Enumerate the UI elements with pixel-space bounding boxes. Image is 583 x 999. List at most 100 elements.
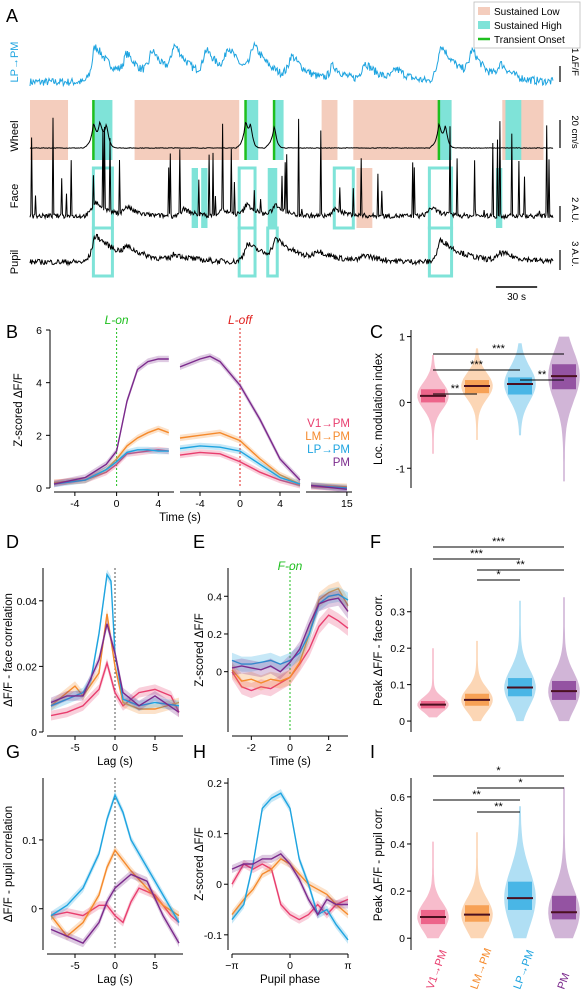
legend-series-0: V1→PM bbox=[307, 418, 350, 430]
x-axis-label: Lag (s) bbox=[97, 756, 133, 768]
series-band-on-2 bbox=[54, 446, 169, 488]
x-tick-label: 0 bbox=[287, 960, 293, 972]
wheel-epoch-low-2 bbox=[321, 100, 338, 160]
panel-h-chart: -0.1 0 0.1 0.2 −π 0 π Pupil phase Z-scored ΔF/F bbox=[194, 778, 352, 986]
panel-g-chart: 0 0.1 -5 0 5 Lag (s) ΔF/F - pupil correlation bbox=[3, 778, 183, 986]
x-tick-label: -4 bbox=[70, 498, 79, 510]
y-axis-label: Z-scored ΔF/F bbox=[194, 613, 206, 687]
y-tick-label: 0 bbox=[216, 879, 222, 891]
legend-label-transient-onset: Transient Onset bbox=[494, 35, 565, 46]
panel-letter-f: F bbox=[370, 532, 381, 552]
pupil-epoch-high-0 bbox=[91, 226, 114, 278]
face-epoch-high-5 bbox=[332, 166, 355, 230]
series-line-on-2 bbox=[53, 449, 169, 485]
x-tick-label: 5 bbox=[152, 742, 158, 754]
series-band-2 bbox=[232, 789, 348, 944]
wheel-epoch-high-2 bbox=[274, 100, 284, 160]
significance-label-3: ** bbox=[494, 801, 503, 813]
panel-letter-g: G bbox=[6, 742, 20, 762]
iqr-box-2 bbox=[508, 881, 532, 910]
series-line-0 bbox=[50, 887, 180, 924]
x-tick-label: π bbox=[344, 960, 351, 972]
face-epoch-high-6 bbox=[427, 166, 454, 230]
series-band-3 bbox=[51, 870, 179, 948]
legend-series-2: LP→PM bbox=[307, 444, 350, 456]
series-band-off-3 bbox=[180, 353, 300, 484]
y-axis-label: ΔF/F - face correlation bbox=[3, 593, 15, 707]
series-band-0 bbox=[232, 607, 348, 699]
x-tick-label: 0 bbox=[287, 742, 293, 754]
panel-letter-e: E bbox=[193, 532, 205, 552]
significance-label-1: *** bbox=[470, 359, 484, 371]
violin-3 bbox=[548, 336, 580, 482]
significance-label-3: ** bbox=[451, 383, 460, 395]
y-tick-label: 0 bbox=[31, 904, 37, 916]
x-tick-label: 4 bbox=[277, 498, 283, 510]
scale-bar-label-3: 3 A.U. bbox=[569, 241, 580, 267]
y-tick-label: 0.2 bbox=[207, 629, 222, 641]
panel-e-chart: 0 0.2 0.4 -2 0 2 F-on Time (s) Z-scored ΔF/F bbox=[194, 559, 349, 768]
scale-bar-label-1: 20 cm/s bbox=[569, 115, 580, 149]
pupil-epoch-high-3 bbox=[427, 226, 454, 278]
panel-b-chart: 0 2 4 6 -4 0 4 L-on -4 0 4 L-off 15 V1→PMLM→PMLP→PMPM… bbox=[13, 313, 353, 524]
series-line-on-3 bbox=[53, 358, 169, 485]
row-label-0: LP→PM bbox=[9, 42, 21, 83]
series-line-3 bbox=[231, 853, 348, 916]
series-line-3 bbox=[231, 597, 349, 673]
x-tick-label: 4 bbox=[155, 498, 161, 510]
violin-2 bbox=[504, 600, 536, 722]
y-tick-label: 0.4 bbox=[207, 591, 222, 603]
legend-box bbox=[473, 1, 581, 49]
series-line-off-1 bbox=[179, 431, 301, 485]
significance-label-0: * bbox=[496, 765, 501, 777]
iqr-box-1 bbox=[465, 905, 489, 922]
significance-label-1: * bbox=[518, 777, 523, 789]
panel-d-chart: 0 0.02 0.04 -5 0 5 Lag (s) ΔF/F - face correlat… bbox=[3, 568, 183, 768]
series-line-0 bbox=[50, 660, 180, 717]
y-tick-label: 6 bbox=[36, 325, 42, 337]
x-tick-label: 15 bbox=[341, 498, 353, 510]
wheel-epoch-low-0 bbox=[30, 100, 69, 160]
violin-3 bbox=[548, 597, 580, 722]
x-tick-label: 0 bbox=[112, 960, 118, 972]
row-label-1: Wheel bbox=[9, 120, 21, 151]
row-label-3: Pupil bbox=[9, 250, 21, 274]
significance-label-0: *** bbox=[492, 536, 506, 548]
y-tick-label: 0 bbox=[36, 483, 42, 495]
y-tick-label: 0.2 bbox=[390, 886, 405, 898]
panel-f-chart: 00.10.20.3*********Peak ΔF/F - face corr… bbox=[373, 536, 580, 732]
x-tick-label: -2 bbox=[247, 742, 256, 754]
area-label-0: V1→PM bbox=[425, 948, 450, 991]
panel-letter-a: A bbox=[6, 6, 18, 26]
series-line-off-0 bbox=[179, 451, 301, 487]
row-label-2: Face bbox=[9, 184, 21, 208]
series-line-1 bbox=[231, 587, 349, 684]
y-tick-label: 0 bbox=[399, 933, 405, 945]
x-tick-label: -4 bbox=[195, 498, 204, 510]
violin-2 bbox=[504, 806, 536, 939]
series-band-off-0 bbox=[180, 449, 300, 489]
wheel-epoch-low-1 bbox=[134, 100, 240, 160]
wheel-epoch-high-3 bbox=[438, 100, 452, 160]
y-tick-label: -1 bbox=[396, 463, 405, 475]
panel-letter-c: C bbox=[370, 322, 383, 342]
series-line-2 bbox=[50, 793, 180, 923]
legend-swatch-sustained-high bbox=[478, 21, 490, 29]
face-epoch-high-4 bbox=[267, 168, 278, 228]
series-line-3 bbox=[50, 873, 180, 944]
x-axis-label: Time (s) bbox=[269, 756, 311, 768]
violin-1 bbox=[461, 832, 493, 939]
legend-series-3: PM bbox=[333, 457, 350, 469]
series-line-2 bbox=[231, 593, 349, 665]
panel-letter-b: B bbox=[6, 322, 18, 342]
series-band-3 bbox=[232, 590, 348, 680]
series-band-0 bbox=[232, 860, 348, 924]
legend-series-1: LM→PM bbox=[305, 431, 350, 443]
x-axis-label: Pupil phase bbox=[260, 974, 320, 986]
x-tick-label: 0 bbox=[112, 742, 118, 754]
x-tick-label: 0 bbox=[114, 498, 120, 510]
area-label-3: PM bbox=[556, 971, 573, 991]
iqr-box-3 bbox=[552, 895, 576, 920]
y-tick-label: 0 bbox=[31, 727, 37, 739]
significance-label-1: *** bbox=[470, 548, 484, 560]
